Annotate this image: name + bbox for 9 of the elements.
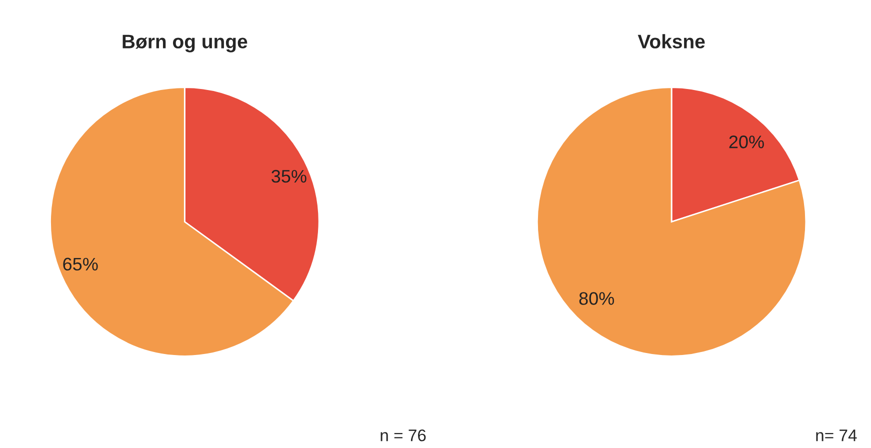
pie-slice (536, 86, 807, 357)
text: n= 74 (816, 430, 857, 442)
chart-title: Børn og unge (122, 34, 248, 52)
data-label: 35% (272, 170, 306, 183)
text: n = 76 (380, 429, 426, 442)
data-label: 20% (729, 136, 764, 148)
data-label: 65% (63, 258, 98, 271)
chart-title: Voksne (638, 34, 705, 48)
data-label: 80% (579, 292, 614, 305)
